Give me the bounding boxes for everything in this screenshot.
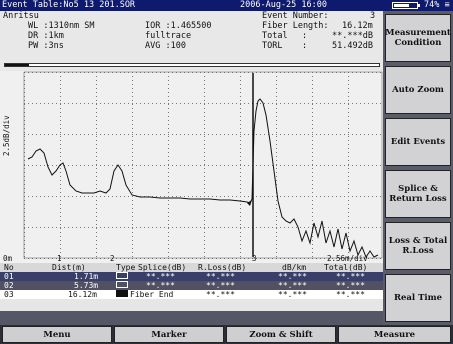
- row-rloss: **.***: [206, 290, 235, 299]
- measure-button[interactable]: Measure: [338, 326, 451, 343]
- header-dbkm: dB/km: [282, 263, 307, 272]
- title-bar: Event Table:No5 13 201.SOR 2006-Aug-25 1…: [0, 0, 453, 11]
- row-no: 02: [4, 281, 14, 290]
- row-no: 01: [4, 272, 14, 281]
- table-row[interactable]: 03 16.12m Fiber End **.*** **.*** **.***: [0, 290, 383, 299]
- real-time-button[interactable]: Real Time: [385, 274, 451, 322]
- header-splice: Splice(dB): [138, 263, 187, 272]
- measurement-info-panel: Anritsu WL :1310nm SM DR :1km PW :3ns IO…: [0, 11, 383, 71]
- x-start-label: 0m: [3, 254, 13, 263]
- row-total: **.***: [336, 281, 365, 290]
- header-type: Type: [116, 263, 136, 272]
- averaging-value: AVG :100: [145, 41, 186, 51]
- trace-line: [27, 98, 379, 259]
- bottom-softkey-bar: Menu Marker Zoom & Shift Measure: [0, 325, 453, 343]
- total-label: Total: [262, 31, 288, 41]
- header-no: No: [4, 263, 14, 272]
- total-colon: :: [302, 31, 308, 41]
- ior-value: IOR :1.465500: [145, 21, 212, 31]
- file-name: Event Table:No5 13 201.SOR: [2, 0, 136, 10]
- torl-value: 51.492dB: [332, 41, 373, 51]
- event-number-label: Event Number:: [262, 11, 329, 21]
- trace-overview-bar[interactable]: [4, 63, 380, 67]
- menu-button[interactable]: Menu: [2, 326, 112, 343]
- total-value: **.***dB: [332, 31, 373, 41]
- distance-range-value: DR :1km: [28, 31, 64, 41]
- fiber-length-value: 16.12m: [342, 21, 373, 31]
- marker-1-label: 1: [57, 254, 62, 263]
- splice-return-loss-button[interactable]: Splice & Return Loss: [385, 170, 451, 218]
- table-row[interactable]: 01 1.71m **.*** **.*** **.*** **.***: [0, 272, 383, 281]
- edit-events-button[interactable]: Edit Events: [385, 118, 451, 166]
- torl-label: TORL: [262, 41, 283, 51]
- row-dbkm: **.***: [278, 290, 307, 299]
- event-table: No Dist(m) Type Splice(dB) R.Loss(dB) dB…: [0, 263, 383, 311]
- row-rloss: **.***: [206, 272, 235, 281]
- function-key-panel: Measurement Condition Auto Zoom Edit Eve…: [383, 11, 453, 325]
- zoom-shift-button[interactable]: Zoom & Shift: [226, 326, 336, 343]
- battery-text: 74% ≡: [424, 0, 450, 10]
- row-dist: 16.12m: [68, 290, 97, 299]
- x-scale-label: 2.56m/div: [327, 254, 368, 263]
- auto-zoom-button[interactable]: Auto Zoom: [385, 66, 451, 114]
- torl-colon: :: [302, 41, 308, 51]
- row-rloss: **.***: [206, 281, 235, 290]
- header-dist: Dist(m): [52, 263, 86, 272]
- header-rloss: R.Loss(dB): [198, 263, 247, 272]
- row-splice: **.***: [146, 281, 175, 290]
- battery-icon: [392, 2, 420, 9]
- row-splice: **.***: [146, 272, 175, 281]
- vendor-label: Anritsu: [3, 11, 39, 21]
- trace-svg: [23, 71, 383, 259]
- fiber-length-label: Fiber Length:: [262, 21, 329, 31]
- loss-total-rloss-button[interactable]: Loss & Total R.Loss: [385, 222, 451, 270]
- marker-2-label: 2: [110, 254, 115, 263]
- trace-mode-value: fulltrace: [145, 31, 192, 41]
- row-total: **.***: [336, 272, 365, 281]
- header-total: Total(dB): [324, 263, 368, 272]
- measurement-condition-button[interactable]: Measurement Condition: [385, 14, 451, 62]
- marker-button[interactable]: Marker: [114, 326, 224, 343]
- row-dbkm: **.***: [278, 272, 307, 281]
- row-total: **.***: [336, 290, 365, 299]
- row-dist: 1.71m: [74, 272, 99, 281]
- y-axis-label: 2.5dB/div: [2, 115, 11, 156]
- marker-3-label: 3: [252, 254, 257, 263]
- row-no: 03: [4, 290, 14, 299]
- pulse-width-value: PW :3ns: [28, 41, 64, 51]
- event-table-header: No Dist(m) Type Splice(dB) R.Loss(dB) dB…: [0, 263, 383, 272]
- row-dbkm: **.***: [278, 281, 307, 290]
- table-footer-area: [0, 311, 383, 325]
- row-dist: 5.73m: [74, 281, 99, 290]
- wavelength-value: WL :1310nm SM: [28, 21, 95, 31]
- table-row[interactable]: 02 5.73m **.*** **.*** **.*** **.***: [0, 281, 383, 290]
- row-type: Fiber End: [130, 290, 174, 299]
- event-number-value: 3: [370, 11, 376, 21]
- otdr-trace-graph[interactable]: 2.5dB/div 0m 1 2 3 2.56m/div: [0, 71, 383, 263]
- date-time: 2006-Aug-25 16:00: [240, 0, 327, 10]
